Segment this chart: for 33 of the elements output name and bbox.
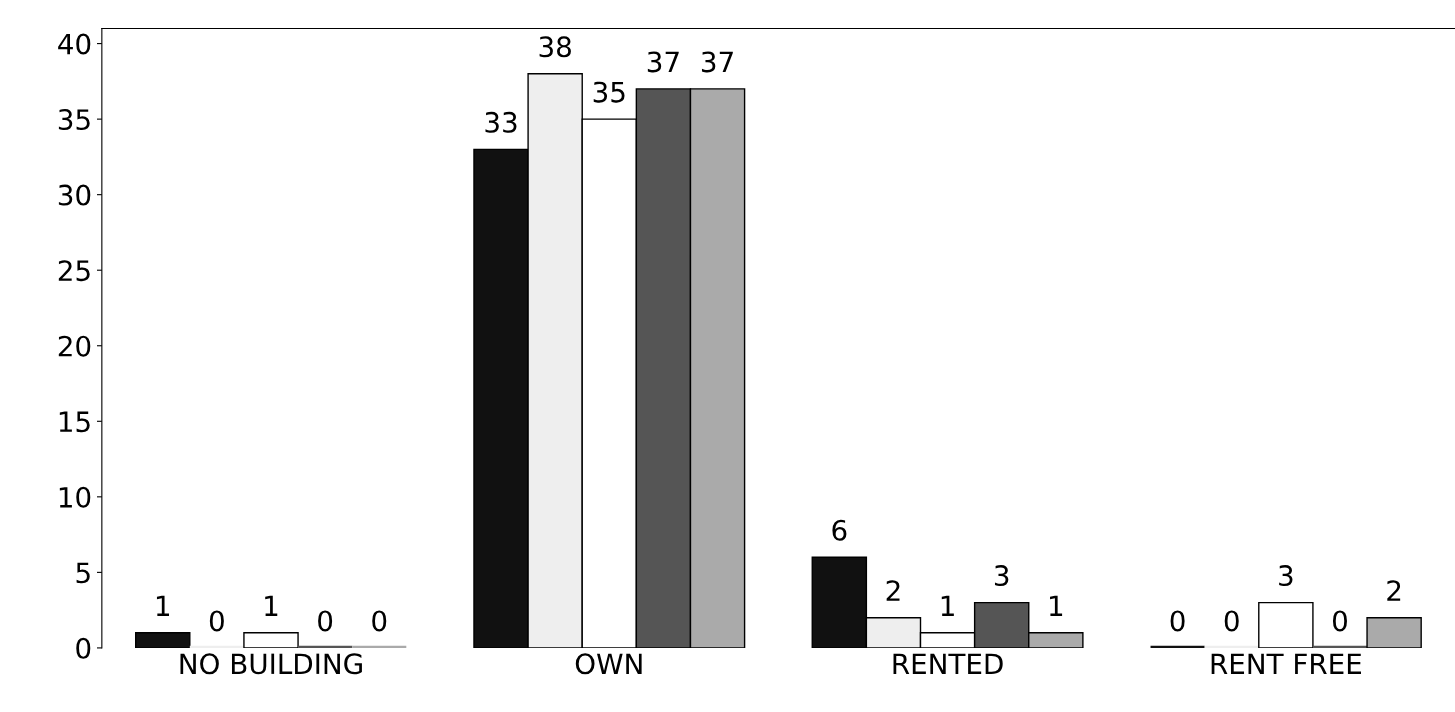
data-label: 0 bbox=[1170, 610, 1185, 632]
data-label: 0 bbox=[1332, 610, 1347, 632]
data-label: 37 bbox=[647, 51, 679, 73]
data-label: 35 bbox=[593, 81, 625, 103]
x-tick-label: OWN bbox=[575, 653, 642, 675]
data-label: 1 bbox=[1050, 595, 1063, 616]
x-tick-label: RENT FREE bbox=[1211, 653, 1361, 674]
data-label: 6 bbox=[832, 519, 847, 541]
data-label: 0 bbox=[1224, 610, 1239, 632]
data-label: 0 bbox=[372, 610, 387, 632]
data-label: 37 bbox=[701, 51, 733, 73]
data-label: 1 bbox=[941, 595, 954, 616]
y-tick-label: 40 bbox=[58, 33, 91, 55]
data-label: 1 bbox=[265, 595, 278, 616]
data-label: 38 bbox=[539, 36, 571, 58]
y-tick-label: 0 bbox=[76, 637, 91, 659]
data-label: 0 bbox=[209, 610, 224, 632]
x-tick-label: RENTED bbox=[893, 653, 1003, 674]
data-label: 2 bbox=[1387, 580, 1401, 601]
x-tick-label: NO BUILDING bbox=[180, 653, 362, 675]
data-label: 2 bbox=[886, 580, 900, 601]
y-tick-label: 20 bbox=[58, 335, 91, 357]
data-label: 33 bbox=[485, 111, 517, 133]
y-tick-label: 25 bbox=[58, 260, 90, 282]
y-tick-label: 35 bbox=[58, 109, 90, 131]
y-tick-label: 30 bbox=[58, 184, 91, 206]
data-label: 1 bbox=[156, 595, 170, 616]
data-label: 0 bbox=[318, 610, 333, 632]
data-label: 3 bbox=[994, 565, 1009, 587]
data-label: 3 bbox=[1279, 565, 1293, 587]
y-tick-label: 10 bbox=[59, 486, 91, 508]
y-tick-label: 15 bbox=[59, 411, 90, 433]
y-tick-label: 5 bbox=[76, 562, 90, 584]
